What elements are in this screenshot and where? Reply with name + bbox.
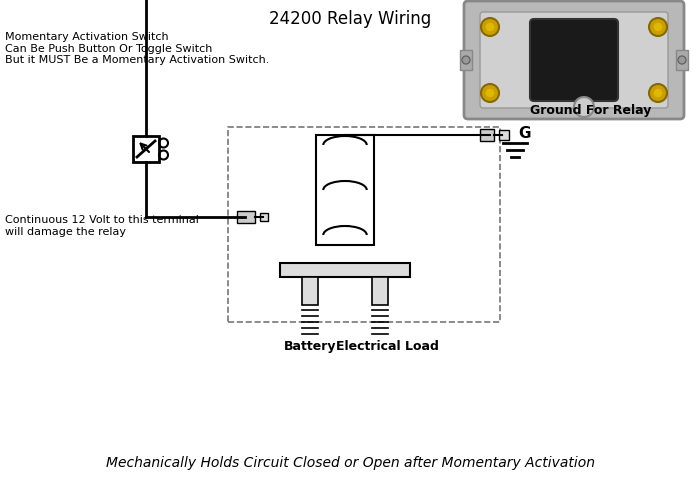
Text: G: G [518,126,531,140]
Bar [237,211,255,223]
Circle shape [481,84,499,102]
Bar [228,127,500,322]
Circle shape [485,22,495,32]
Circle shape [678,56,686,64]
Circle shape [481,18,499,36]
Bar [499,130,509,140]
Bar [280,263,410,277]
FancyBboxPatch shape [480,12,668,108]
Circle shape [653,22,663,32]
Text: Battery: Battery [284,340,336,353]
Text: 24200 Relay Wiring: 24200 Relay Wiring [269,10,431,28]
Bar [302,277,318,305]
Bar [260,213,268,221]
Bar [133,136,159,162]
Circle shape [653,88,663,98]
Circle shape [649,84,667,102]
FancyBboxPatch shape [530,19,618,101]
Bar [676,50,688,70]
Text: Mechanically Holds Circuit Closed or Open after Momentary Activation: Mechanically Holds Circuit Closed or Ope… [106,456,594,470]
FancyBboxPatch shape [464,1,684,119]
Bar [316,135,374,245]
Bar [372,277,388,305]
Text: Ground For Relay: Ground For Relay [530,104,652,117]
Text: Continuous 12 Volt to this terminal
will damage the relay: Continuous 12 Volt to this terminal will… [5,215,199,236]
Circle shape [649,18,667,36]
Text: Electrical Load: Electrical Load [335,340,438,353]
Bar [460,50,472,70]
Circle shape [485,88,495,98]
Text: Momentary Activation Switch
Can Be Push Button Or Toggle Switch
But it MUST Be a: Momentary Activation Switch Can Be Push … [5,32,270,65]
Circle shape [462,56,470,64]
Bar [480,129,494,141]
Circle shape [574,97,594,117]
